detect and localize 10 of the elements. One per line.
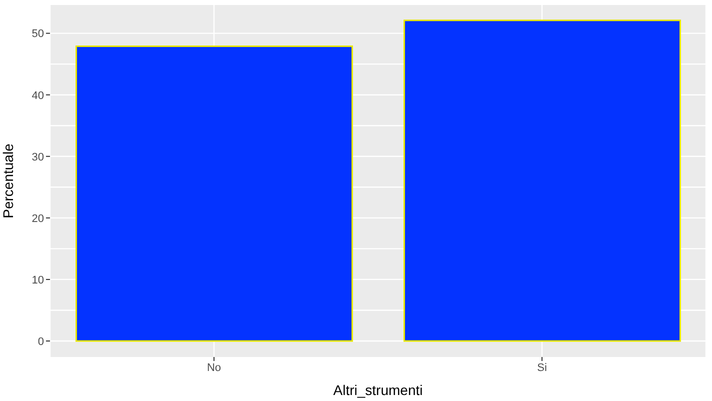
y-tick-label: 10 xyxy=(32,274,44,286)
y-tick-label: 30 xyxy=(32,151,44,164)
x-axis-title: Altri_strumenti xyxy=(333,382,423,398)
x-tick-label: No xyxy=(206,362,222,374)
y-tick-label: 50 xyxy=(32,28,44,40)
y-tick-label: 0 xyxy=(38,336,44,348)
y-tick-label: 20 xyxy=(32,212,44,225)
y-tick-label: 40 xyxy=(32,90,44,102)
y-axis-title: Percentuale xyxy=(0,143,16,218)
x-tick-label: Si xyxy=(537,362,547,374)
